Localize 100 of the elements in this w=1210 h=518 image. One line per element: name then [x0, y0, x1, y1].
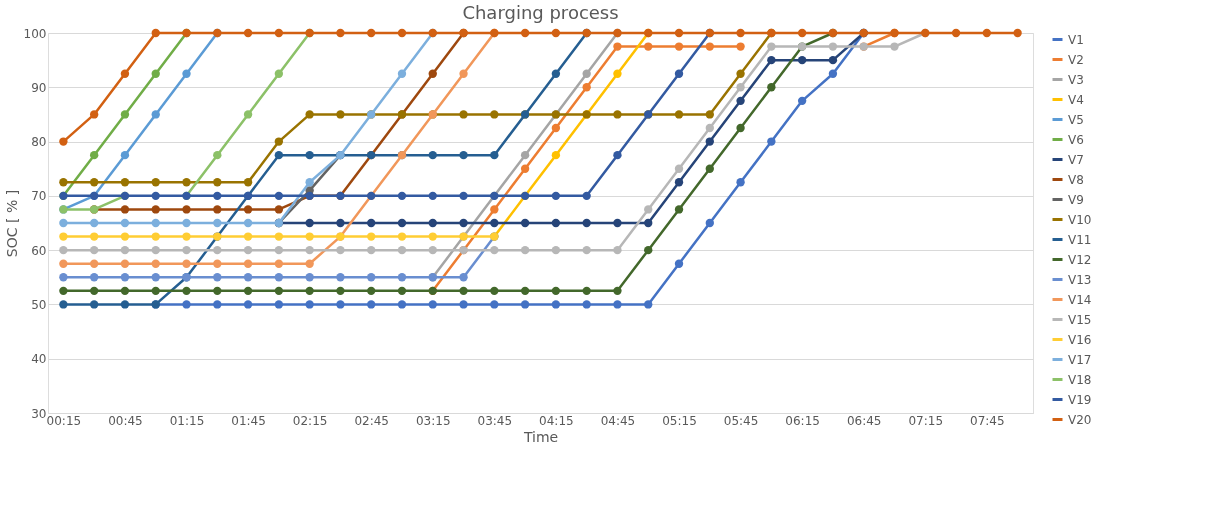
point — [59, 218, 68, 228]
point — [305, 300, 314, 309]
point — [520, 150, 530, 160]
legend-label: V7 — [1068, 152, 1084, 167]
point — [551, 123, 561, 133]
point — [243, 178, 253, 187]
point — [182, 218, 191, 228]
y-tick-label: 60 — [31, 243, 47, 258]
point — [490, 218, 499, 228]
point — [674, 205, 684, 214]
point — [397, 28, 407, 38]
point — [120, 178, 130, 187]
point — [551, 245, 561, 255]
point — [705, 110, 714, 119]
point — [428, 69, 437, 78]
point — [459, 273, 468, 282]
point — [674, 28, 684, 38]
point — [674, 42, 684, 51]
point — [397, 191, 407, 201]
legend-label: V14 — [1068, 292, 1092, 307]
legend-label: V13 — [1068, 272, 1092, 287]
point — [397, 245, 407, 255]
point — [613, 245, 622, 255]
point — [213, 286, 222, 296]
point — [736, 123, 745, 133]
point — [182, 69, 191, 78]
legend-label: V18 — [1068, 372, 1092, 387]
point — [59, 300, 68, 309]
x-tick-label: 02:45 — [354, 413, 389, 428]
legend-label: V1 — [1068, 32, 1084, 47]
x-tick-label: 03:45 — [477, 413, 513, 428]
point — [397, 286, 407, 296]
point — [243, 205, 253, 214]
point — [305, 232, 314, 241]
x-tick-label: 06:45 — [846, 413, 882, 428]
point — [767, 83, 776, 92]
point — [582, 218, 591, 228]
point — [336, 300, 345, 309]
point — [428, 232, 437, 241]
x-tick-label: 07:15 — [908, 413, 944, 428]
point — [151, 259, 160, 268]
point — [582, 300, 591, 309]
point — [182, 300, 191, 309]
point — [59, 232, 68, 241]
point — [551, 191, 561, 201]
y-tick-label: 90 — [31, 80, 47, 95]
point — [397, 300, 407, 309]
point — [459, 191, 468, 201]
point — [397, 218, 407, 228]
point — [243, 259, 253, 268]
point — [674, 69, 684, 78]
point — [336, 273, 345, 282]
point — [613, 110, 622, 119]
point — [182, 232, 191, 241]
point — [797, 28, 807, 38]
point — [89, 300, 99, 309]
x-tick-label: 04:45 — [600, 413, 636, 428]
point — [182, 286, 191, 296]
x-tick-label: 02:15 — [292, 413, 328, 428]
point — [213, 205, 222, 214]
point — [120, 232, 130, 241]
point — [520, 164, 530, 173]
point — [397, 273, 407, 282]
point — [705, 137, 714, 146]
point — [767, 137, 776, 146]
legend-label: V19 — [1068, 392, 1092, 407]
point — [213, 273, 222, 282]
point — [274, 137, 284, 146]
point — [182, 178, 191, 187]
point — [59, 245, 68, 255]
point — [151, 205, 160, 214]
point — [705, 218, 714, 228]
x-tick-label: 01:15 — [169, 413, 205, 428]
y-tick-label: 80 — [31, 135, 47, 150]
point — [613, 286, 622, 296]
point — [243, 286, 253, 296]
point — [459, 110, 468, 119]
point — [151, 286, 160, 296]
point — [705, 123, 714, 133]
point — [151, 110, 160, 119]
legend-label: V12 — [1068, 252, 1092, 267]
point — [397, 69, 407, 78]
point — [551, 69, 561, 78]
point — [520, 300, 530, 309]
point — [705, 42, 714, 51]
point — [736, 42, 745, 51]
point — [120, 245, 130, 255]
point — [274, 232, 284, 241]
point — [120, 205, 130, 214]
x-tick-label: 00:45 — [108, 413, 143, 428]
point — [551, 218, 561, 228]
point — [644, 300, 653, 309]
point — [89, 218, 99, 228]
point — [736, 178, 745, 187]
point — [428, 150, 437, 160]
point — [305, 110, 314, 119]
point — [89, 259, 99, 268]
point — [274, 245, 284, 255]
point — [428, 300, 437, 309]
point — [428, 218, 437, 228]
